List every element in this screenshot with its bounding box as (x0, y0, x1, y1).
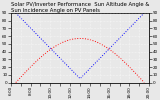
Text: Solar PV/Inverter Performance  Sun Altitude Angle & Sun Incidence Angle on PV Pa: Solar PV/Inverter Performance Sun Altitu… (11, 2, 149, 13)
